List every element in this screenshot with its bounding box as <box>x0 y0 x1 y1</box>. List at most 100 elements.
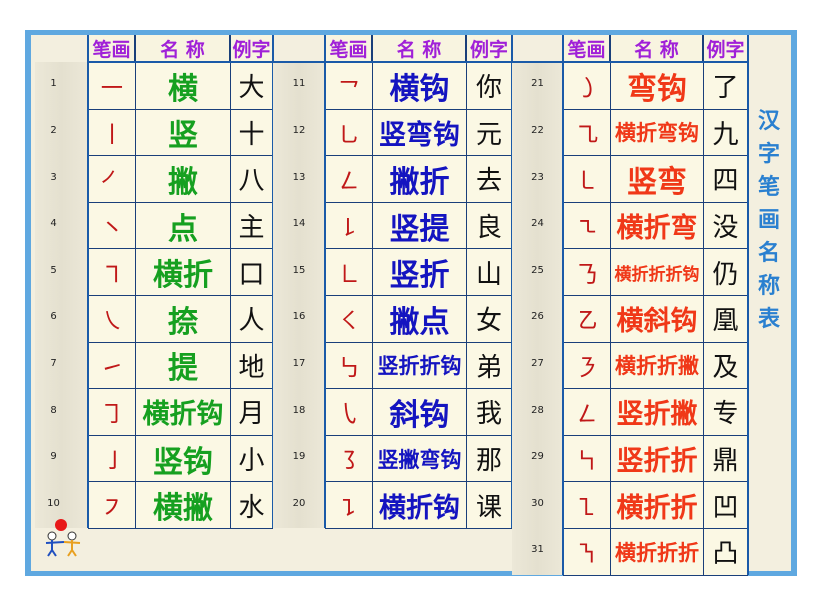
example-character: 你 <box>466 62 512 110</box>
title-character: 笔 <box>757 175 780 200</box>
stroke-name: 提 <box>135 341 231 390</box>
stroke-glyph: ㇀ <box>88 341 136 390</box>
stroke-name: 横折钩 <box>372 481 467 529</box>
stroke-glyph: ㇙ <box>325 201 373 250</box>
example-character: 主 <box>230 201 273 250</box>
example-character: 课 <box>466 481 512 529</box>
children-icon <box>45 519 81 557</box>
stroke-name: 竖提 <box>372 201 467 250</box>
row-number: 8 <box>50 404 57 416</box>
stroke-name: 横斜钩 <box>610 295 704 343</box>
row-number: 19 <box>292 451 306 463</box>
row-number: 4 <box>50 218 57 230</box>
row-number: 3 <box>50 171 57 183</box>
stroke-glyph: ㇇ <box>88 481 136 529</box>
example-character: 大 <box>230 62 273 110</box>
stroke-glyph: ㇔ <box>88 201 136 250</box>
stroke-glyph: ㇜ <box>563 388 611 436</box>
stroke-glyph: ㇞ <box>563 434 611 483</box>
stroke-name: 横折折折 <box>610 528 704 576</box>
stroke-glyph: ㇡ <box>563 248 611 296</box>
stroke-name: 横折折撇 <box>610 341 704 390</box>
stroke-glyph: ㇎ <box>563 528 611 576</box>
stroke-glyph: ㇍ <box>563 201 611 250</box>
stroke-glyph: ㇐ <box>88 62 136 110</box>
row-number: 11 <box>292 78 306 90</box>
stroke-name: 撇 <box>135 155 231 203</box>
title-character: 字 <box>757 142 780 167</box>
stroke-name: 斜钩 <box>372 388 467 436</box>
example-character: 四 <box>703 155 748 203</box>
stroke-glyph: ㇗ <box>325 248 373 296</box>
stroke-name: 竖弯 <box>610 155 704 203</box>
stroke-name: 横钩 <box>372 62 467 110</box>
header-example: 例字 <box>703 35 748 62</box>
example-character: 水 <box>230 481 273 529</box>
stroke-glyph: ㇋ <box>563 341 611 390</box>
title-character: 汉 <box>757 109 780 134</box>
example-character: 凹 <box>703 481 748 529</box>
title-character: 名 <box>757 241 780 266</box>
example-character: 十 <box>230 108 273 157</box>
example-character: 女 <box>466 295 512 343</box>
row-number: 17 <box>292 357 306 369</box>
group-divider <box>562 35 564 575</box>
vertical-title: 汉字笔画名称表 <box>748 105 790 336</box>
stroke-name: 横撇 <box>135 481 231 529</box>
stroke-name: 竖折折 <box>610 434 704 483</box>
stroke-glyph: ㇂ <box>325 388 373 436</box>
stroke-name: 横折 <box>135 248 231 296</box>
row-number: 31 <box>531 544 544 556</box>
number-column <box>273 62 325 528</box>
stroke-name: 横折折 <box>610 481 704 529</box>
stroke-glyph: ㇚ <box>88 434 136 483</box>
stroke-name: 竖折折钩 <box>372 341 467 390</box>
stroke-glyph: ㇁ <box>563 62 611 110</box>
example-character: 专 <box>703 388 748 436</box>
stroke-glyph: ㇉ <box>325 341 373 390</box>
stroke-name: 横折折折钩 <box>610 248 704 296</box>
stroke-name: 竖折撇 <box>610 388 704 436</box>
stroke-glyph: ㇑ <box>88 108 136 157</box>
row-number: 13 <box>292 171 306 183</box>
row-number: 23 <box>531 171 544 183</box>
header-name: 名 称 <box>610 35 703 62</box>
stroke-name: 横折钩 <box>135 388 231 436</box>
example-character: 良 <box>466 201 512 250</box>
stroke-glyph: ㇜ <box>325 155 373 203</box>
row-number: 29 <box>531 451 544 463</box>
row-number: 20 <box>292 497 306 509</box>
stroke-glyph: ㇈ <box>563 108 611 157</box>
stroke-name: 竖折 <box>372 248 467 296</box>
stroke-name: 捺 <box>135 295 231 343</box>
example-character: 仍 <box>703 248 748 296</box>
row-number: 18 <box>292 404 306 416</box>
example-character: 我 <box>466 388 512 436</box>
stroke-name: 横折弯钩 <box>610 108 704 157</box>
stroke-glyph: ㇛ <box>325 295 373 343</box>
example-character: 去 <box>466 155 512 203</box>
header-example: 例字 <box>466 35 512 62</box>
example-character: 没 <box>703 201 748 250</box>
row-number: 6 <box>50 311 57 323</box>
header-stroke: 笔画 <box>325 35 372 62</box>
example-character: 了 <box>703 62 748 110</box>
number-column <box>512 62 563 575</box>
stroke-glyph: ㇖ <box>325 62 373 110</box>
example-character: 九 <box>703 108 748 157</box>
stroke-glyph: ㇠ <box>563 295 611 343</box>
stroke-glyph: ㇆ <box>88 388 136 436</box>
header-stroke: 笔画 <box>563 35 610 62</box>
header-name: 名 称 <box>372 35 466 62</box>
header-stroke: 笔画 <box>88 35 135 62</box>
stroke-name: 点 <box>135 201 231 250</box>
row-number: 16 <box>292 311 306 323</box>
stroke-glyph: ㇅ <box>563 481 611 529</box>
title-character: 称 <box>757 274 780 299</box>
stroke-name: 竖钩 <box>135 434 231 483</box>
example-character: 小 <box>230 434 273 483</box>
example-character: 鼎 <box>703 434 748 483</box>
number-column <box>35 62 88 528</box>
stroke-name: 竖弯钩 <box>372 108 467 157</box>
example-character: 人 <box>230 295 273 343</box>
